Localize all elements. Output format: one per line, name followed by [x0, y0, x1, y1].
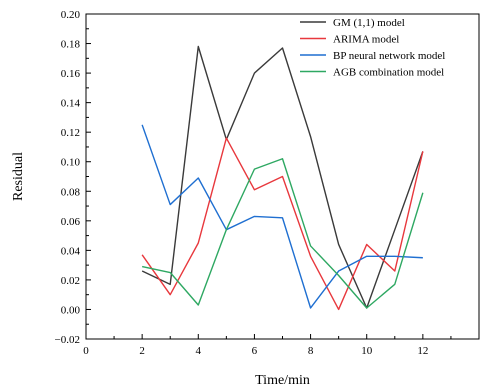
- y-tick-label: 0.02: [61, 275, 80, 287]
- y-tick-label: 0.12: [61, 127, 80, 139]
- legend-label-1: GM (1,1) model: [333, 17, 405, 29]
- y-tick-label: 0.00: [61, 304, 81, 316]
- y-tick-label: 0.20: [61, 9, 81, 21]
- y-axis-title: Residual: [11, 152, 26, 201]
- x-axis-title: Time/min: [255, 373, 310, 388]
- x-tick-label: 8: [308, 345, 314, 357]
- legend-label-3: BP neural network model: [333, 50, 445, 62]
- y-tick-label: 0.14: [61, 98, 81, 110]
- y-tick-label: 0.16: [61, 68, 81, 80]
- y-tick-label: 0.18: [61, 39, 81, 51]
- x-tick-label: 6: [252, 345, 258, 357]
- y-tick-label: 0.08: [61, 186, 81, 198]
- legend-label-2: ARIMA model: [333, 34, 399, 46]
- series-layer: [142, 47, 423, 310]
- x-tick-label: 2: [139, 345, 145, 357]
- y-tick-label: 0.06: [61, 216, 81, 228]
- legend-label-4: AGB combination model: [333, 67, 444, 79]
- legend: GM (1,1) model ARIMA model BP neural netwo…: [300, 17, 445, 79]
- series-line-3: [142, 125, 423, 308]
- x-tick-label: 12: [417, 345, 428, 357]
- x-axis: 0 2 4 6 8 10 12: [83, 334, 451, 357]
- x-tick-label: 0: [83, 345, 89, 357]
- y-tick-label: −0.02: [55, 334, 80, 346]
- y-tick-label: 0.04: [61, 245, 81, 257]
- y-tick-label: 0.10: [61, 157, 81, 169]
- series-line-4: [142, 159, 423, 308]
- x-tick-label: 4: [196, 345, 202, 357]
- x-tick-label: 10: [361, 345, 373, 357]
